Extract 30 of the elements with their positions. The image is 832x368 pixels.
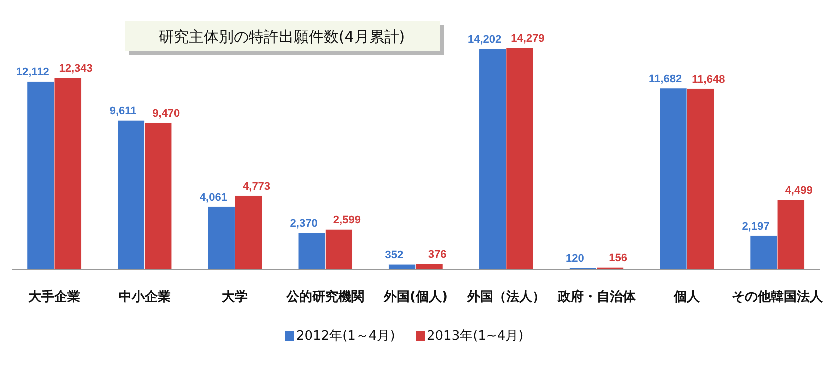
data-label: 120 <box>566 253 584 266</box>
x-tick-label: 政府・自治体 <box>556 289 637 305</box>
x-tick-label: 大手企業 <box>28 289 80 305</box>
x-tick-label: その他韓国法人 <box>732 290 824 305</box>
legend-label: 2013年(1~4月) <box>427 329 524 344</box>
x-tick-label: 外国（法人） <box>466 290 546 305</box>
x-tick-label: 外国(個人) <box>383 290 448 305</box>
data-label: 4,499 <box>785 185 813 198</box>
data-label: 4,773 <box>243 180 271 193</box>
data-label: 376 <box>428 249 447 262</box>
data-label: 352 <box>385 250 404 262</box>
data-label: 11,648 <box>692 74 726 86</box>
data-label: 11,682 <box>649 73 682 86</box>
data-label: 9,611 <box>110 106 137 118</box>
data-label: 156 <box>609 252 628 265</box>
data-label: 9,470 <box>152 108 180 120</box>
data-label: 2,599 <box>333 214 361 227</box>
data-label: 14,279 <box>511 33 545 45</box>
data-label: 12,112 <box>16 66 50 79</box>
data-label: 14,202 <box>468 34 502 46</box>
data-label: 4,061 <box>200 192 228 204</box>
x-tick-label: 中小企業 <box>118 290 171 305</box>
data-label: 2,197 <box>742 220 770 233</box>
x-tick-label: 公的研究機関 <box>286 289 365 305</box>
data-label: 12,343 <box>59 63 93 76</box>
x-tick-label: 個人 <box>673 290 702 305</box>
legend-label: 2012年(1～4月) <box>296 329 396 344</box>
data-label: 2,370 <box>290 218 318 230</box>
x-tick-label: 大学 <box>222 290 248 305</box>
chart-title: 研究主体別の特許出願件数(4月累計) <box>158 28 406 46</box>
